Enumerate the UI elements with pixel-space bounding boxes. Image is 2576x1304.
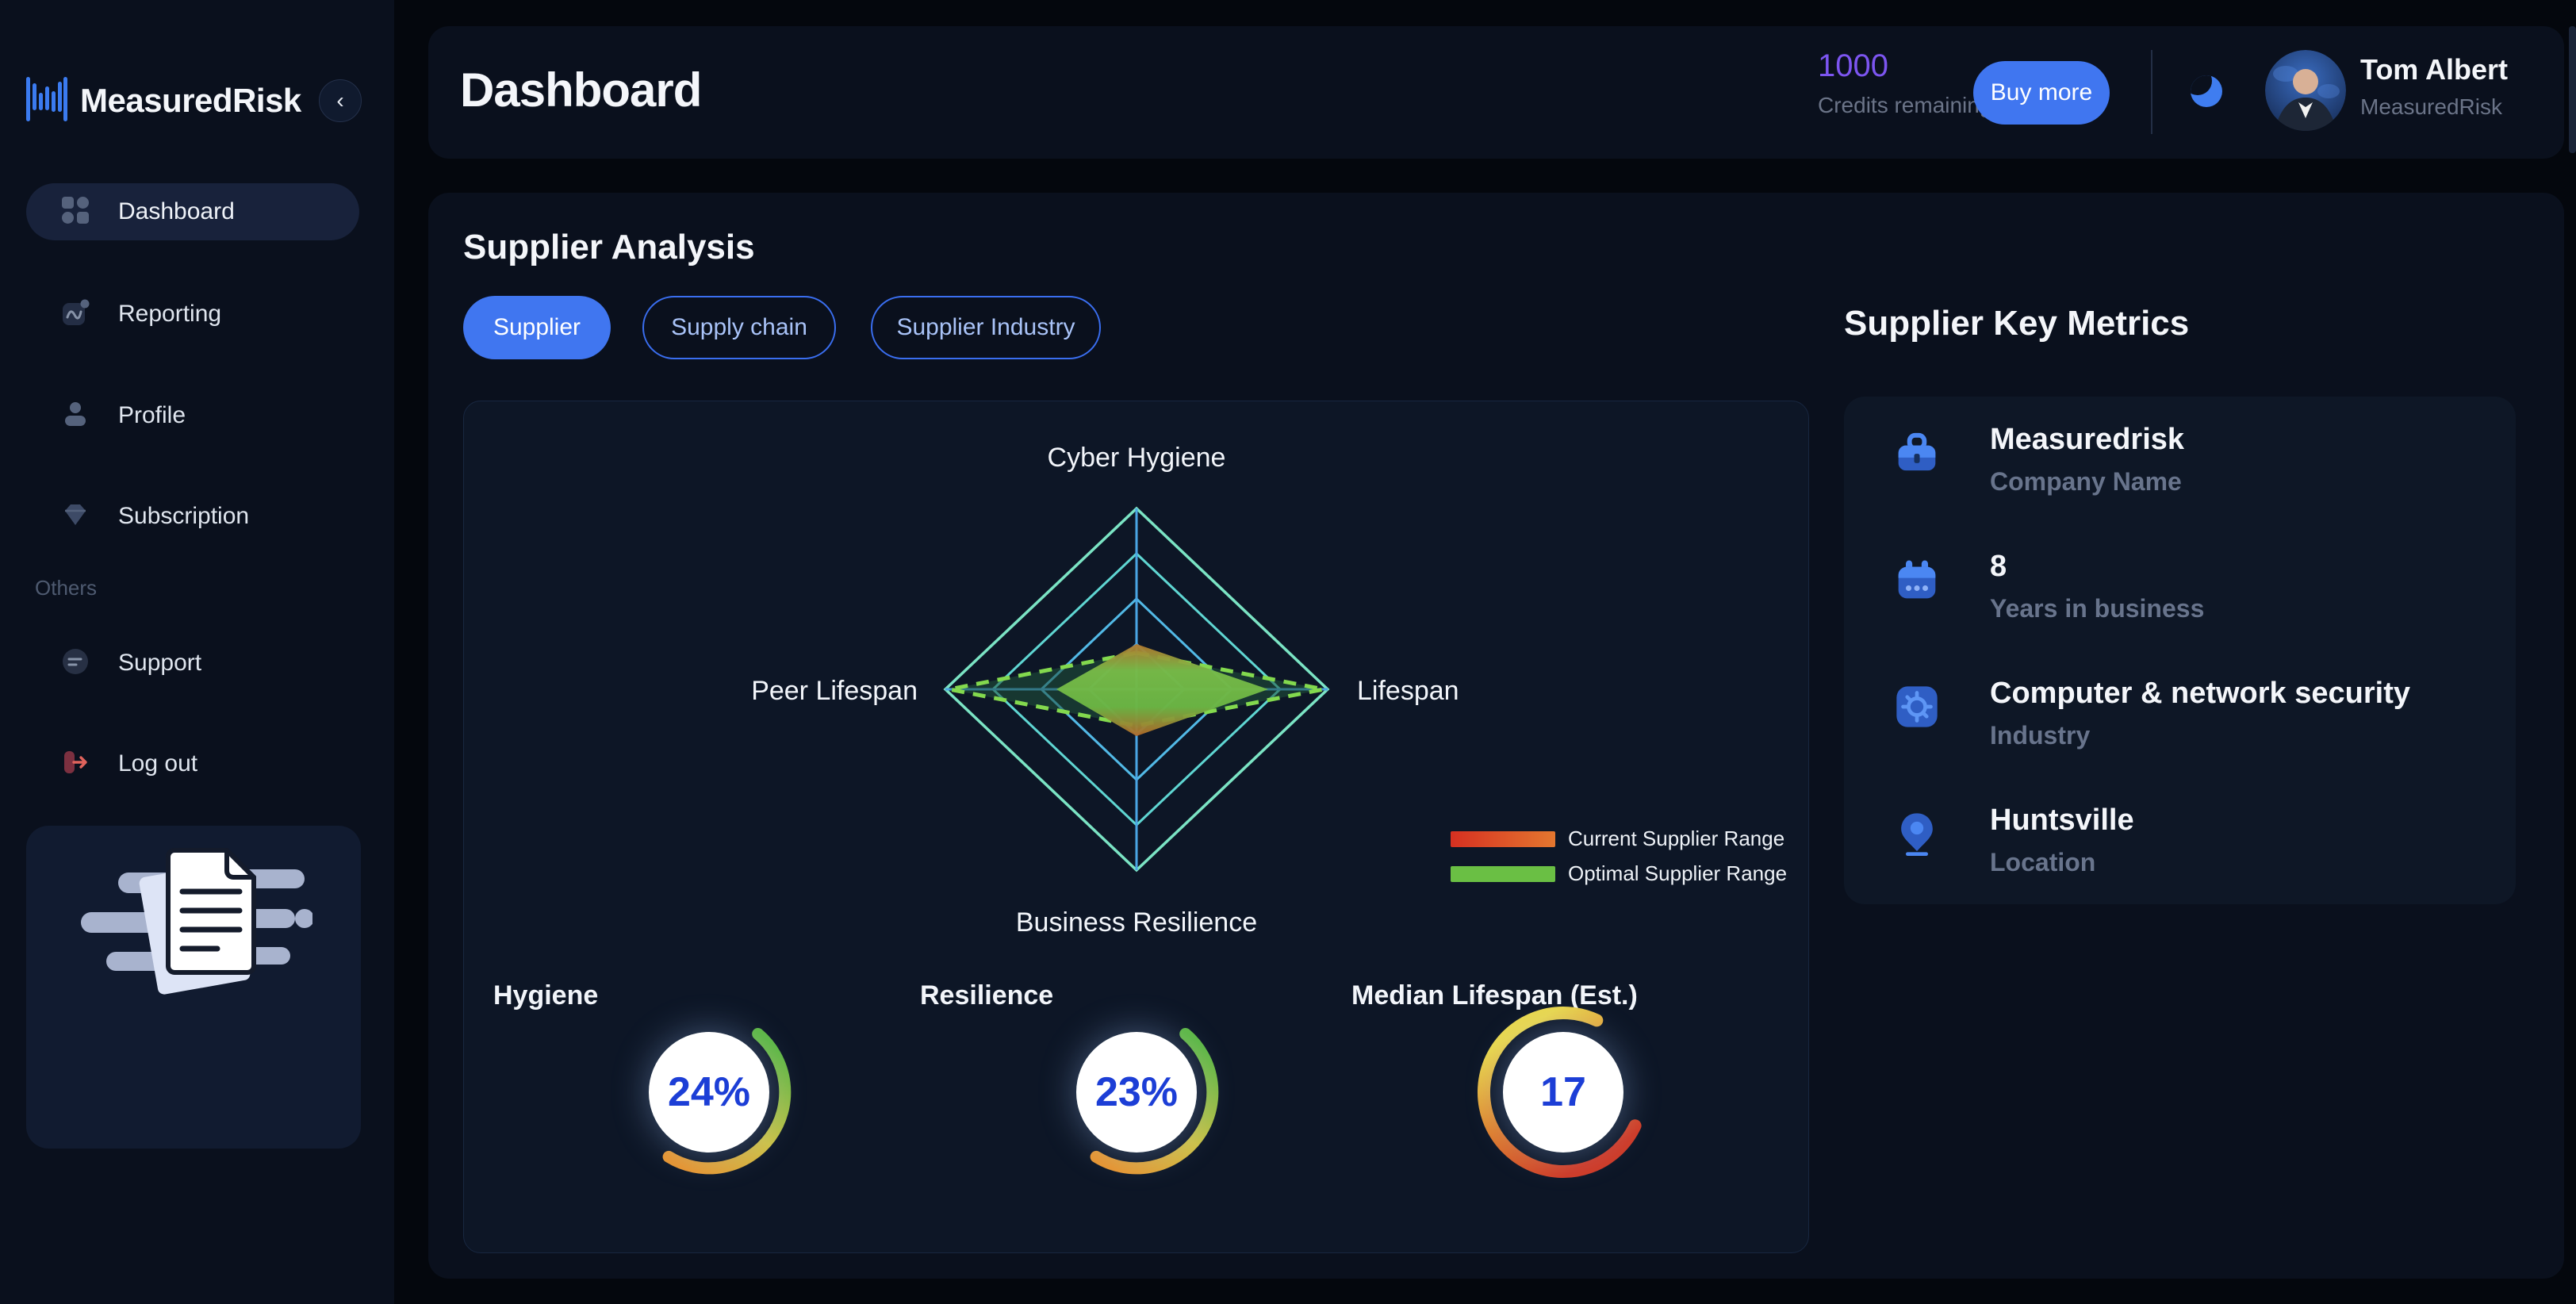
header-divider: [2151, 50, 2152, 134]
supplier-analysis-title: Supplier Analysis: [463, 228, 755, 267]
gauge-disc: [1076, 1032, 1197, 1153]
radar-axis-peer-lifespan: Peer Lifespan: [751, 676, 918, 706]
header-bar: Dashboard 1000 Credits remaining Buy mor…: [428, 26, 2564, 159]
radar-axis-cyber-hygiene: Cyber Hygiene: [1047, 443, 1226, 473]
industry-helm-icon: [1895, 685, 1939, 729]
radar-axis-lifespan: Lifespan: [1357, 676, 1459, 706]
supplier-key-metrics-title: Supplier Key Metrics: [1844, 304, 2190, 343]
subscription-gem-icon: [61, 501, 90, 533]
user-org: MeasuredRisk: [2360, 94, 2502, 119]
metric-value: Measuredrisk: [1990, 423, 2185, 456]
metric-value: Computer & network security: [1990, 677, 2410, 710]
metric-label: Location: [1990, 848, 2096, 876]
location-pin-icon: [1895, 811, 1939, 856]
moon-icon[interactable]: [2191, 75, 2222, 107]
gauge-hygiene: 24%: [614, 997, 804, 1187]
sidebar-section-others: Others: [35, 576, 98, 600]
sidebar-collapse-button[interactable]: ‹: [319, 79, 362, 122]
metric-years-in-business: 8 Years in business: [1895, 535, 2466, 639]
user-avatar-photo[interactable]: [2265, 50, 2346, 131]
credits-value: 1000: [1818, 48, 1888, 83]
gauge-value-median-lifespan: 17: [1540, 1069, 1586, 1115]
supplier-key-metrics-card: Measuredrisk Company Name 8 Years in bus…: [1844, 397, 2516, 904]
sidebar-item-logout[interactable]: Log out: [26, 735, 359, 792]
sidebar-item-support[interactable]: Support: [26, 635, 359, 692]
gauge-disc: [649, 1032, 769, 1153]
tab-supplier[interactable]: Supplier: [463, 296, 611, 359]
metric-location: Huntsville Location: [1895, 789, 2466, 892]
gauge-value-resilience: 23%: [1094, 1069, 1179, 1115]
metric-industry: Computer & network security Industry: [1895, 662, 2466, 765]
page-title: Dashboard: [460, 63, 702, 117]
metric-value: 8: [1990, 550, 2007, 583]
tab-supplier-industry[interactable]: Supplier Industry: [871, 296, 1101, 359]
sidebar-item-label: Profile: [118, 402, 186, 428]
gauge-label-hygiene: Hygiene: [493, 980, 599, 1011]
tab-supply-chain[interactable]: Supply chain: [642, 296, 836, 359]
chevron-left-icon: ‹: [336, 88, 344, 113]
dashboard-grid-icon: [61, 196, 90, 228]
brand-name: MeasuredRisk: [80, 82, 301, 119]
legend-label: Current Supplier Range: [1568, 827, 1785, 850]
gauge-label-median-lifespan: Median Lifespan (Est.): [1351, 980, 1638, 1011]
legend-optimal-supplier-range: Optimal Supplier Range: [1451, 861, 1787, 886]
sidebar-item-label: Dashboard: [118, 198, 235, 224]
sidebar-item-subscription[interactable]: Subscription: [26, 488, 359, 545]
sidebar-item-profile[interactable]: Profile: [26, 387, 359, 444]
briefcase-icon: [1895, 431, 1939, 475]
gauge-resilience: 23%: [1041, 997, 1232, 1187]
reporting-activity-icon: [61, 298, 90, 331]
sidebar-item-label: Reporting: [118, 301, 222, 327]
promo-card: $10018% Off! Get 3 Reports Today! Buy mo…: [26, 826, 361, 1149]
sidebar-item-reporting[interactable]: Reporting: [26, 286, 359, 343]
sidebar-item-label: Log out: [118, 750, 198, 777]
gauge-median-lifespan: 17: [1468, 997, 1658, 1187]
radar-axis-business-resilience: Business Resilience: [1015, 907, 1258, 938]
legend-swatch-red: [1451, 830, 1555, 847]
scrollbar-thumb[interactable]: [2569, 26, 2576, 153]
documents-illustration: [75, 839, 314, 998]
sidebar-item-label: Support: [118, 650, 202, 676]
logout-door-icon: [61, 748, 90, 780]
bar-chart-logo-icon: [26, 76, 67, 125]
credits-label: Credits remaining: [1818, 93, 1992, 117]
metric-label: Years in business: [1990, 594, 2205, 623]
sidebar: MeasuredRisk ‹ Dashboard: [0, 0, 394, 1304]
user-name: Tom Albert: [2360, 53, 2508, 86]
radar-chart-card: Cyber Hygiene Lifespan Business Resilien…: [463, 401, 1809, 1253]
legend-swatch-green: [1451, 865, 1555, 882]
sidebar-item-label: Subscription: [118, 503, 250, 529]
radar-chart: [943, 506, 1330, 873]
main-content-card: Supplier Analysis Supplier Supply chain …: [428, 193, 2564, 1279]
gauge-value-hygiene: 24%: [667, 1069, 751, 1115]
metric-value: Huntsville: [1990, 803, 2134, 837]
support-chat-icon: [61, 647, 90, 680]
legend-current-supplier-range: Current Supplier Range: [1451, 827, 1784, 851]
calendar-icon: [1895, 558, 1939, 602]
brand-logo: MeasuredRisk: [26, 76, 301, 125]
legend-label: Optimal Supplier Range: [1568, 861, 1788, 885]
metric-label: Company Name: [1990, 467, 2182, 496]
buy-more-button[interactable]: Buy more: [1973, 61, 2110, 125]
sidebar-item-dashboard[interactable]: Dashboard: [26, 183, 359, 240]
profile-person-icon: [61, 400, 90, 432]
metric-label: Industry: [1990, 721, 2091, 750]
gauge-label-resilience: Resilience: [920, 980, 1054, 1011]
gauge-disc: [1503, 1032, 1623, 1153]
metric-company-name: Measuredrisk Company Name: [1895, 408, 2466, 512]
